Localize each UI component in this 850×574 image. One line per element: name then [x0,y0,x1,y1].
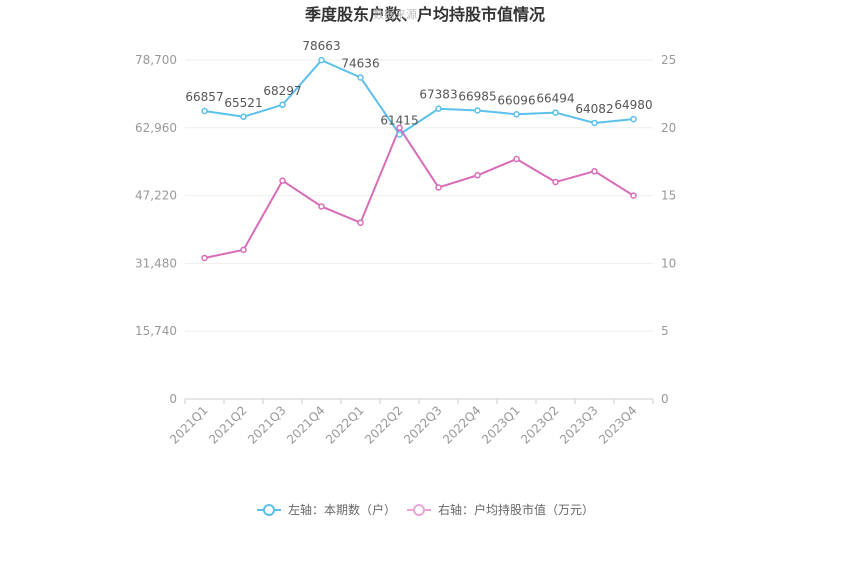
y-left-tick-label: 15,740 [135,324,177,338]
data-point-avg-value[interactable] [630,192,637,199]
y-left-tick-label: 47,220 [135,189,177,203]
data-point-households[interactable] [591,119,598,127]
data-label-households: 78663 [302,39,340,53]
data-point-households[interactable] [396,131,403,138]
chart-title: 季度股东户数、户均持股市值情况 [304,5,545,24]
watermark: 数据来源 [373,7,417,21]
x-axis: 2021Q12021Q22021Q32021Q42022Q12022Q22022… [167,399,654,447]
legend-label-households: 左轴：本期数（户） [288,502,396,517]
data-point-households[interactable] [513,111,520,118]
series-line-households [204,58,634,136]
x-tick-label: 2021Q4 [284,403,328,447]
legend-item-households[interactable]: 左轴：本期数（户） [257,502,396,517]
data-point-avg-value[interactable] [591,167,598,175]
y-axis-left: 0 15,740 31,480 47,220 62,960 78,700 [135,53,177,406]
data-point-households[interactable] [474,107,481,114]
data-point-households[interactable] [435,105,442,112]
y-axis-right: 0 5 10 15 20 25 [661,53,676,406]
x-tick-label: 2022Q1 [323,403,367,447]
x-tick-label: 2022Q2 [362,403,406,447]
data-point-households[interactable] [240,113,247,121]
x-tick-label: 2023Q2 [518,403,562,447]
x-tick-label: 2021Q1 [167,403,211,447]
y-right-tick-label: 20 [661,121,676,135]
legend-marker-avg-value [413,504,425,516]
data-point-households[interactable] [630,115,637,123]
y-left-tick-label: 62,960 [135,121,177,135]
data-point-households[interactable] [201,107,208,115]
x-tick-label: 2023Q4 [596,403,640,447]
legend-label-avg-value: 右轴：户均持股市值（万元） [438,502,594,517]
series-line-avg-value [204,125,635,259]
legend-item-avg-value[interactable]: 右轴：户均持股市值（万元） [407,502,594,517]
data-label-households: 64980 [614,98,652,112]
y-right-tick-label: 25 [661,53,676,67]
data-point-households[interactable] [357,74,364,81]
data-point-avg-value[interactable] [279,177,286,184]
y-right-tick-label: 0 [661,392,669,406]
data-label-households: 65521 [224,96,262,110]
data-point-avg-value[interactable] [318,203,325,210]
data-label-households: 74636 [341,57,379,71]
data-point-avg-value[interactable] [435,184,442,191]
y-right-tick-label: 10 [661,256,676,270]
y-right-tick-label: 5 [661,324,669,338]
data-label-households: 66494 [536,92,574,106]
data-point-avg-value[interactable] [240,246,247,254]
data-point-avg-value[interactable] [552,178,559,186]
x-tick-label: 2022Q4 [440,403,484,447]
data-point-households[interactable] [318,56,325,64]
y-left-tick-label: 0 [169,392,177,406]
data-point-households[interactable] [279,101,286,109]
data-label-households: 67383 [419,88,457,102]
data-point-avg-value[interactable] [396,124,403,132]
data-label-households: 68297 [263,84,301,98]
data-point-households[interactable] [552,109,559,116]
legend[interactable]: 左轴：本期数（户） 右轴：户均持股市值（万元） [257,502,594,517]
data-label-households: 61415 [380,113,418,127]
y-right-tick-label: 15 [661,189,676,203]
data-label-households: 66985 [458,89,496,103]
y-left-tick-label: 78,700 [135,53,177,67]
data-label-households: 66096 [497,93,535,107]
y-left-tick-label: 31,480 [135,256,177,270]
data-point-avg-value[interactable] [201,254,208,262]
data-point-avg-value[interactable] [513,155,520,163]
data-point-avg-value[interactable] [474,172,481,179]
data-label-households: 64082 [575,102,613,116]
x-tick-label: 2023Q3 [557,403,601,447]
data-label-households: 66857 [185,90,223,104]
x-tick-label: 2023Q1 [479,403,523,447]
x-tick-label: 2021Q2 [206,403,250,447]
x-tick-label: 2022Q3 [401,403,445,447]
legend-marker-households [263,504,275,516]
data-point-avg-value[interactable] [357,219,364,226]
x-tick-label: 2021Q3 [245,403,289,447]
